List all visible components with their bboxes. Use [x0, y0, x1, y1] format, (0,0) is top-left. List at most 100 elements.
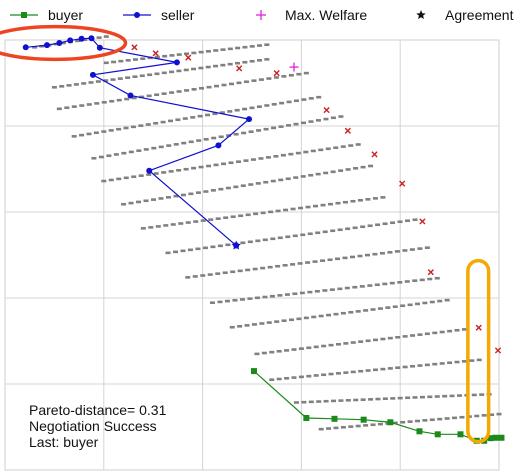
- outcome-point: [221, 83, 227, 87]
- seller-offer-point: [88, 35, 95, 42]
- outcome-point: [153, 172, 159, 175]
- outcome-point: [410, 364, 416, 368]
- outcome-point: [330, 229, 336, 233]
- outcome-point: [405, 219, 411, 223]
- outcome-point: [150, 198, 156, 201]
- outcome-point: [140, 227, 146, 230]
- outcome-point: [184, 89, 190, 92]
- outcome-point: [298, 347, 304, 350]
- outcome-point: [248, 183, 254, 186]
- outcome-point: [286, 124, 292, 127]
- outcome-point: [331, 399, 337, 403]
- outcome-point: [203, 137, 209, 141]
- outcome-point: [357, 198, 363, 202]
- outcome-point: [355, 310, 361, 313]
- outcome-point: [249, 59, 255, 63]
- outcome-point: [296, 72, 302, 76]
- outcome-point: [385, 306, 391, 309]
- outcome-point: [368, 164, 374, 168]
- outcome-point: [66, 84, 72, 87]
- outcome-point: [286, 100, 292, 104]
- outcome-point: [235, 46, 241, 50]
- outcome-point: [237, 269, 243, 273]
- outcome-point: [258, 157, 264, 160]
- outcome-point: [476, 358, 482, 362]
- outcome-point: [275, 264, 281, 268]
- outcome-point: [95, 80, 101, 83]
- outcome-point: [377, 307, 383, 310]
- outcome-point: [323, 399, 329, 403]
- outcome-point: [372, 197, 378, 200]
- outcome-point: [296, 317, 302, 321]
- outcome-point: [169, 54, 175, 57]
- outcome-point: [213, 163, 219, 167]
- outcome-point: [422, 301, 428, 305]
- outcome-point: [223, 216, 229, 219]
- outcome-point: [91, 156, 97, 160]
- outcome-point: [143, 148, 149, 151]
- outcome-point: [215, 217, 221, 220]
- outcome-point: [198, 50, 204, 54]
- outcome-point: [349, 255, 355, 259]
- rejected-offer-stroke: [323, 106, 330, 114]
- buyer-offer-point: [434, 431, 441, 438]
- outcome-point: [220, 63, 226, 67]
- outcome-point: [258, 78, 264, 81]
- outcome-point: [325, 147, 331, 151]
- outcome-point: [379, 251, 385, 255]
- outcome-point: [333, 312, 339, 316]
- outcome-point: [262, 238, 268, 242]
- highlight-ellipse: [0, 24, 128, 62]
- outcome-point: [414, 302, 420, 306]
- outcome-point: [248, 130, 254, 134]
- outcome-point: [452, 416, 458, 420]
- outcome-point: [320, 203, 326, 207]
- outcome-point: [182, 117, 188, 120]
- outcome-point: [292, 292, 298, 296]
- outcome-point: [313, 345, 319, 349]
- outcome-point: [243, 80, 249, 84]
- outcome-point: [459, 415, 465, 419]
- outcome-point: [242, 107, 248, 111]
- outcome-point: [270, 179, 276, 183]
- outcome-point: [404, 280, 410, 283]
- legend-item-max-welfare: Max. Welfare: [256, 7, 367, 23]
- outcome-point: [108, 178, 114, 182]
- outcome-point: [101, 101, 107, 104]
- outcome-point: [322, 289, 328, 292]
- outcome-point: [264, 104, 270, 107]
- outcome-point: [130, 125, 136, 129]
- outcome-point: [355, 143, 361, 146]
- outcome-point: [193, 220, 199, 223]
- outcome-point: [419, 278, 425, 282]
- rejected-offer-marker: [494, 347, 502, 354]
- buyer-offer-point: [457, 431, 464, 438]
- outcome-point: [409, 248, 415, 251]
- outcome-point: [293, 99, 299, 103]
- outcome-point: [298, 206, 304, 210]
- outcome-point: [382, 282, 388, 286]
- outcome-point: [308, 97, 314, 100]
- outcome-point: [227, 62, 233, 66]
- outcome-point: [110, 78, 116, 81]
- outcome-point: [128, 201, 134, 205]
- outcome-point: [94, 102, 100, 105]
- outcome-point: [187, 248, 193, 252]
- outcome-point: [123, 176, 129, 180]
- outcome-point: [197, 114, 203, 118]
- outcome-point: [226, 134, 232, 137]
- outcome-point: [176, 53, 182, 56]
- outcome-point: [163, 224, 169, 227]
- rejected-offer-marker: [475, 324, 482, 331]
- outcome-point: [233, 185, 239, 189]
- outcome-point: [234, 108, 240, 112]
- outcome-point: [71, 135, 77, 138]
- outcome-point: [184, 52, 190, 56]
- outcome-point: [242, 45, 248, 49]
- outcome-point: [239, 298, 245, 301]
- seller-offer-point: [127, 92, 134, 99]
- outcome-point: [75, 39, 81, 43]
- outcome-point: [98, 155, 104, 159]
- outcome-point: [374, 283, 380, 287]
- outcome-point: [235, 61, 241, 65]
